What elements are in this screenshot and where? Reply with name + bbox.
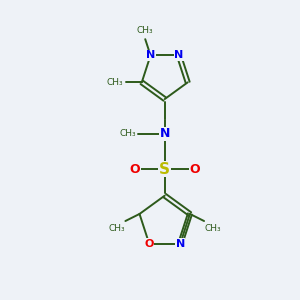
Text: S: S bbox=[159, 162, 170, 177]
Text: CH₃: CH₃ bbox=[107, 78, 124, 87]
Text: CH₃: CH₃ bbox=[108, 224, 125, 232]
Text: O: O bbox=[145, 238, 154, 249]
Text: N: N bbox=[174, 50, 184, 60]
Text: O: O bbox=[189, 163, 200, 176]
Text: N: N bbox=[146, 50, 155, 60]
Text: O: O bbox=[129, 163, 140, 176]
Text: CH₃: CH₃ bbox=[137, 26, 154, 35]
Text: N: N bbox=[176, 238, 185, 249]
Text: CH₃: CH₃ bbox=[205, 224, 221, 232]
Text: CH₃: CH₃ bbox=[120, 129, 136, 138]
Text: N: N bbox=[160, 127, 170, 140]
